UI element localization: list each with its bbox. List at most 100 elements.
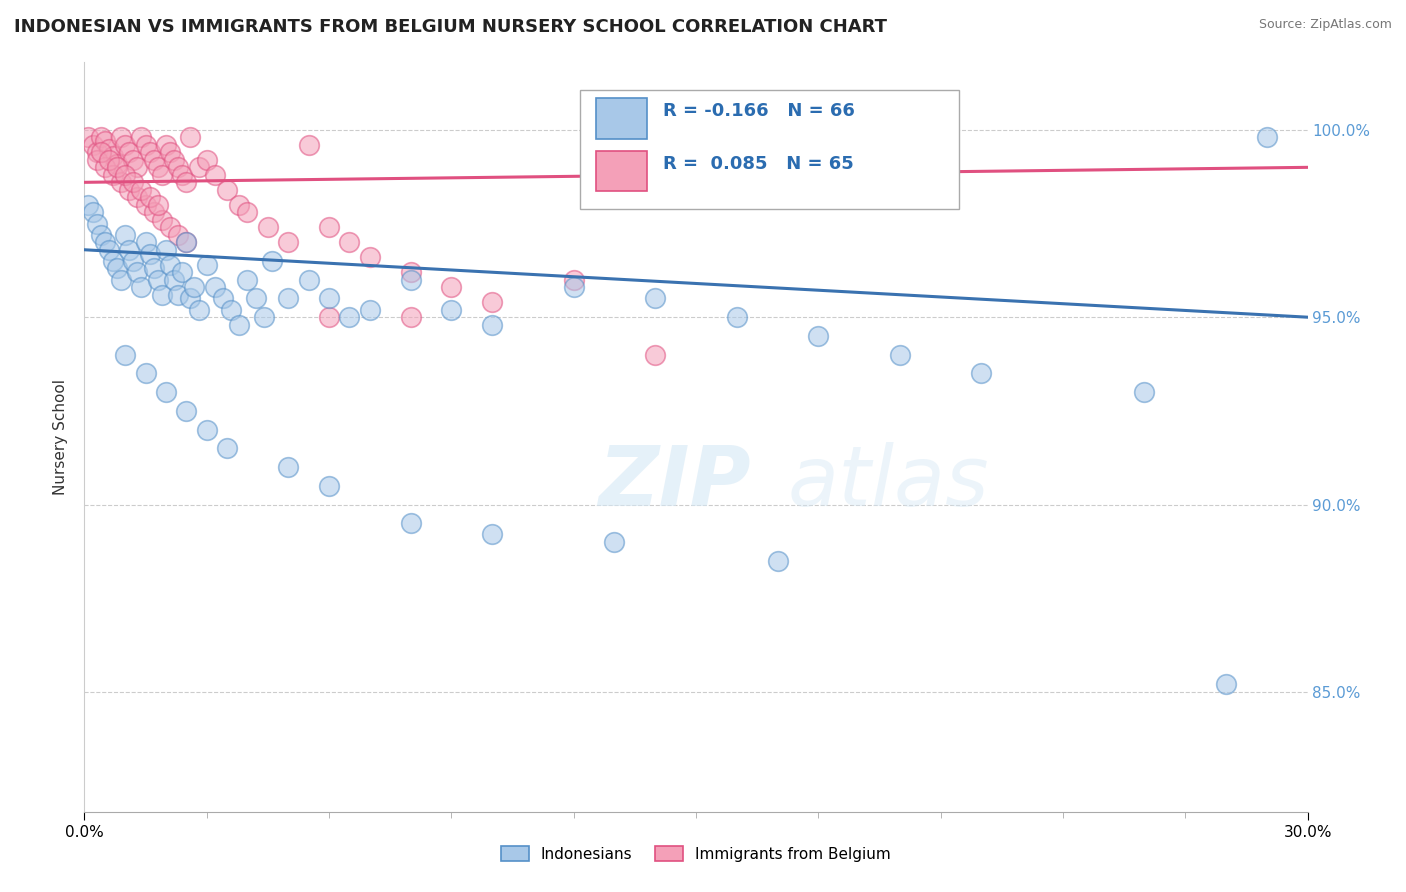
FancyBboxPatch shape — [579, 90, 959, 209]
Point — [93, 134, 115, 148]
Point — [481, 527, 503, 541]
Text: ZIP: ZIP — [598, 442, 751, 523]
Point — [318, 292, 340, 306]
Point — [159, 145, 181, 160]
Point — [183, 280, 205, 294]
Point — [725, 310, 748, 325]
Point — [766, 554, 789, 568]
Point — [150, 168, 173, 182]
Point — [481, 318, 503, 332]
Point — [159, 220, 181, 235]
Point — [399, 516, 422, 531]
Point — [440, 302, 463, 317]
Point — [127, 265, 149, 279]
Point — [131, 130, 153, 145]
Point — [101, 168, 124, 182]
Text: R = -0.166   N = 66: R = -0.166 N = 66 — [664, 103, 855, 120]
Point — [118, 243, 141, 257]
Point — [318, 479, 340, 493]
Point — [236, 273, 259, 287]
Point — [174, 175, 197, 189]
Point — [562, 273, 585, 287]
Point — [110, 175, 132, 189]
Point — [142, 261, 165, 276]
Point — [219, 302, 242, 317]
Point — [90, 130, 112, 145]
Point — [204, 280, 226, 294]
Point — [603, 535, 626, 549]
Point — [179, 130, 201, 145]
Point — [122, 254, 145, 268]
Point — [298, 137, 321, 152]
Point — [114, 227, 136, 242]
Text: R =  0.085   N = 65: R = 0.085 N = 65 — [664, 154, 853, 172]
Point — [399, 265, 422, 279]
Point — [481, 295, 503, 310]
Point — [90, 145, 112, 160]
Point — [889, 348, 911, 362]
Point — [138, 145, 160, 160]
Point — [339, 235, 361, 250]
Point — [105, 261, 128, 276]
Point — [146, 161, 169, 175]
Point — [339, 310, 361, 325]
Point — [1256, 130, 1278, 145]
Point — [172, 168, 194, 182]
Point — [1215, 677, 1237, 691]
Point — [257, 220, 280, 235]
Point — [277, 292, 299, 306]
Point — [114, 168, 136, 182]
Point — [86, 217, 108, 231]
Point — [138, 246, 160, 260]
Point — [155, 385, 177, 400]
Point — [127, 161, 149, 175]
Point — [114, 137, 136, 152]
Point — [159, 258, 181, 272]
Point — [217, 183, 239, 197]
FancyBboxPatch shape — [596, 151, 647, 191]
Point — [97, 153, 120, 167]
Point — [163, 273, 186, 287]
Point — [260, 254, 283, 268]
Point — [77, 198, 100, 212]
Point — [644, 348, 666, 362]
Point — [644, 292, 666, 306]
Point — [298, 273, 321, 287]
Point — [93, 161, 115, 175]
Point — [142, 205, 165, 219]
Point — [167, 161, 190, 175]
Point — [110, 130, 132, 145]
Text: atlas: atlas — [787, 442, 990, 523]
Point — [97, 243, 120, 257]
Point — [236, 205, 259, 219]
Point — [82, 137, 104, 152]
Point — [97, 142, 120, 156]
Point — [359, 302, 381, 317]
Point — [187, 161, 209, 175]
Point — [77, 130, 100, 145]
Point — [110, 273, 132, 287]
Point — [105, 161, 128, 175]
Point — [562, 280, 585, 294]
Point — [127, 190, 149, 204]
Point — [131, 280, 153, 294]
Point — [114, 348, 136, 362]
Point — [174, 235, 197, 250]
Point — [142, 153, 165, 167]
Point — [1133, 385, 1156, 400]
Point — [86, 145, 108, 160]
Point — [228, 318, 250, 332]
Point — [118, 183, 141, 197]
Point — [138, 190, 160, 204]
Point — [228, 198, 250, 212]
Point — [318, 310, 340, 325]
Point — [82, 205, 104, 219]
Point — [101, 149, 124, 163]
Point — [970, 367, 993, 381]
Point — [217, 442, 239, 456]
Point — [399, 273, 422, 287]
Point — [135, 235, 157, 250]
FancyBboxPatch shape — [596, 98, 647, 139]
Point — [172, 265, 194, 279]
Point — [118, 145, 141, 160]
